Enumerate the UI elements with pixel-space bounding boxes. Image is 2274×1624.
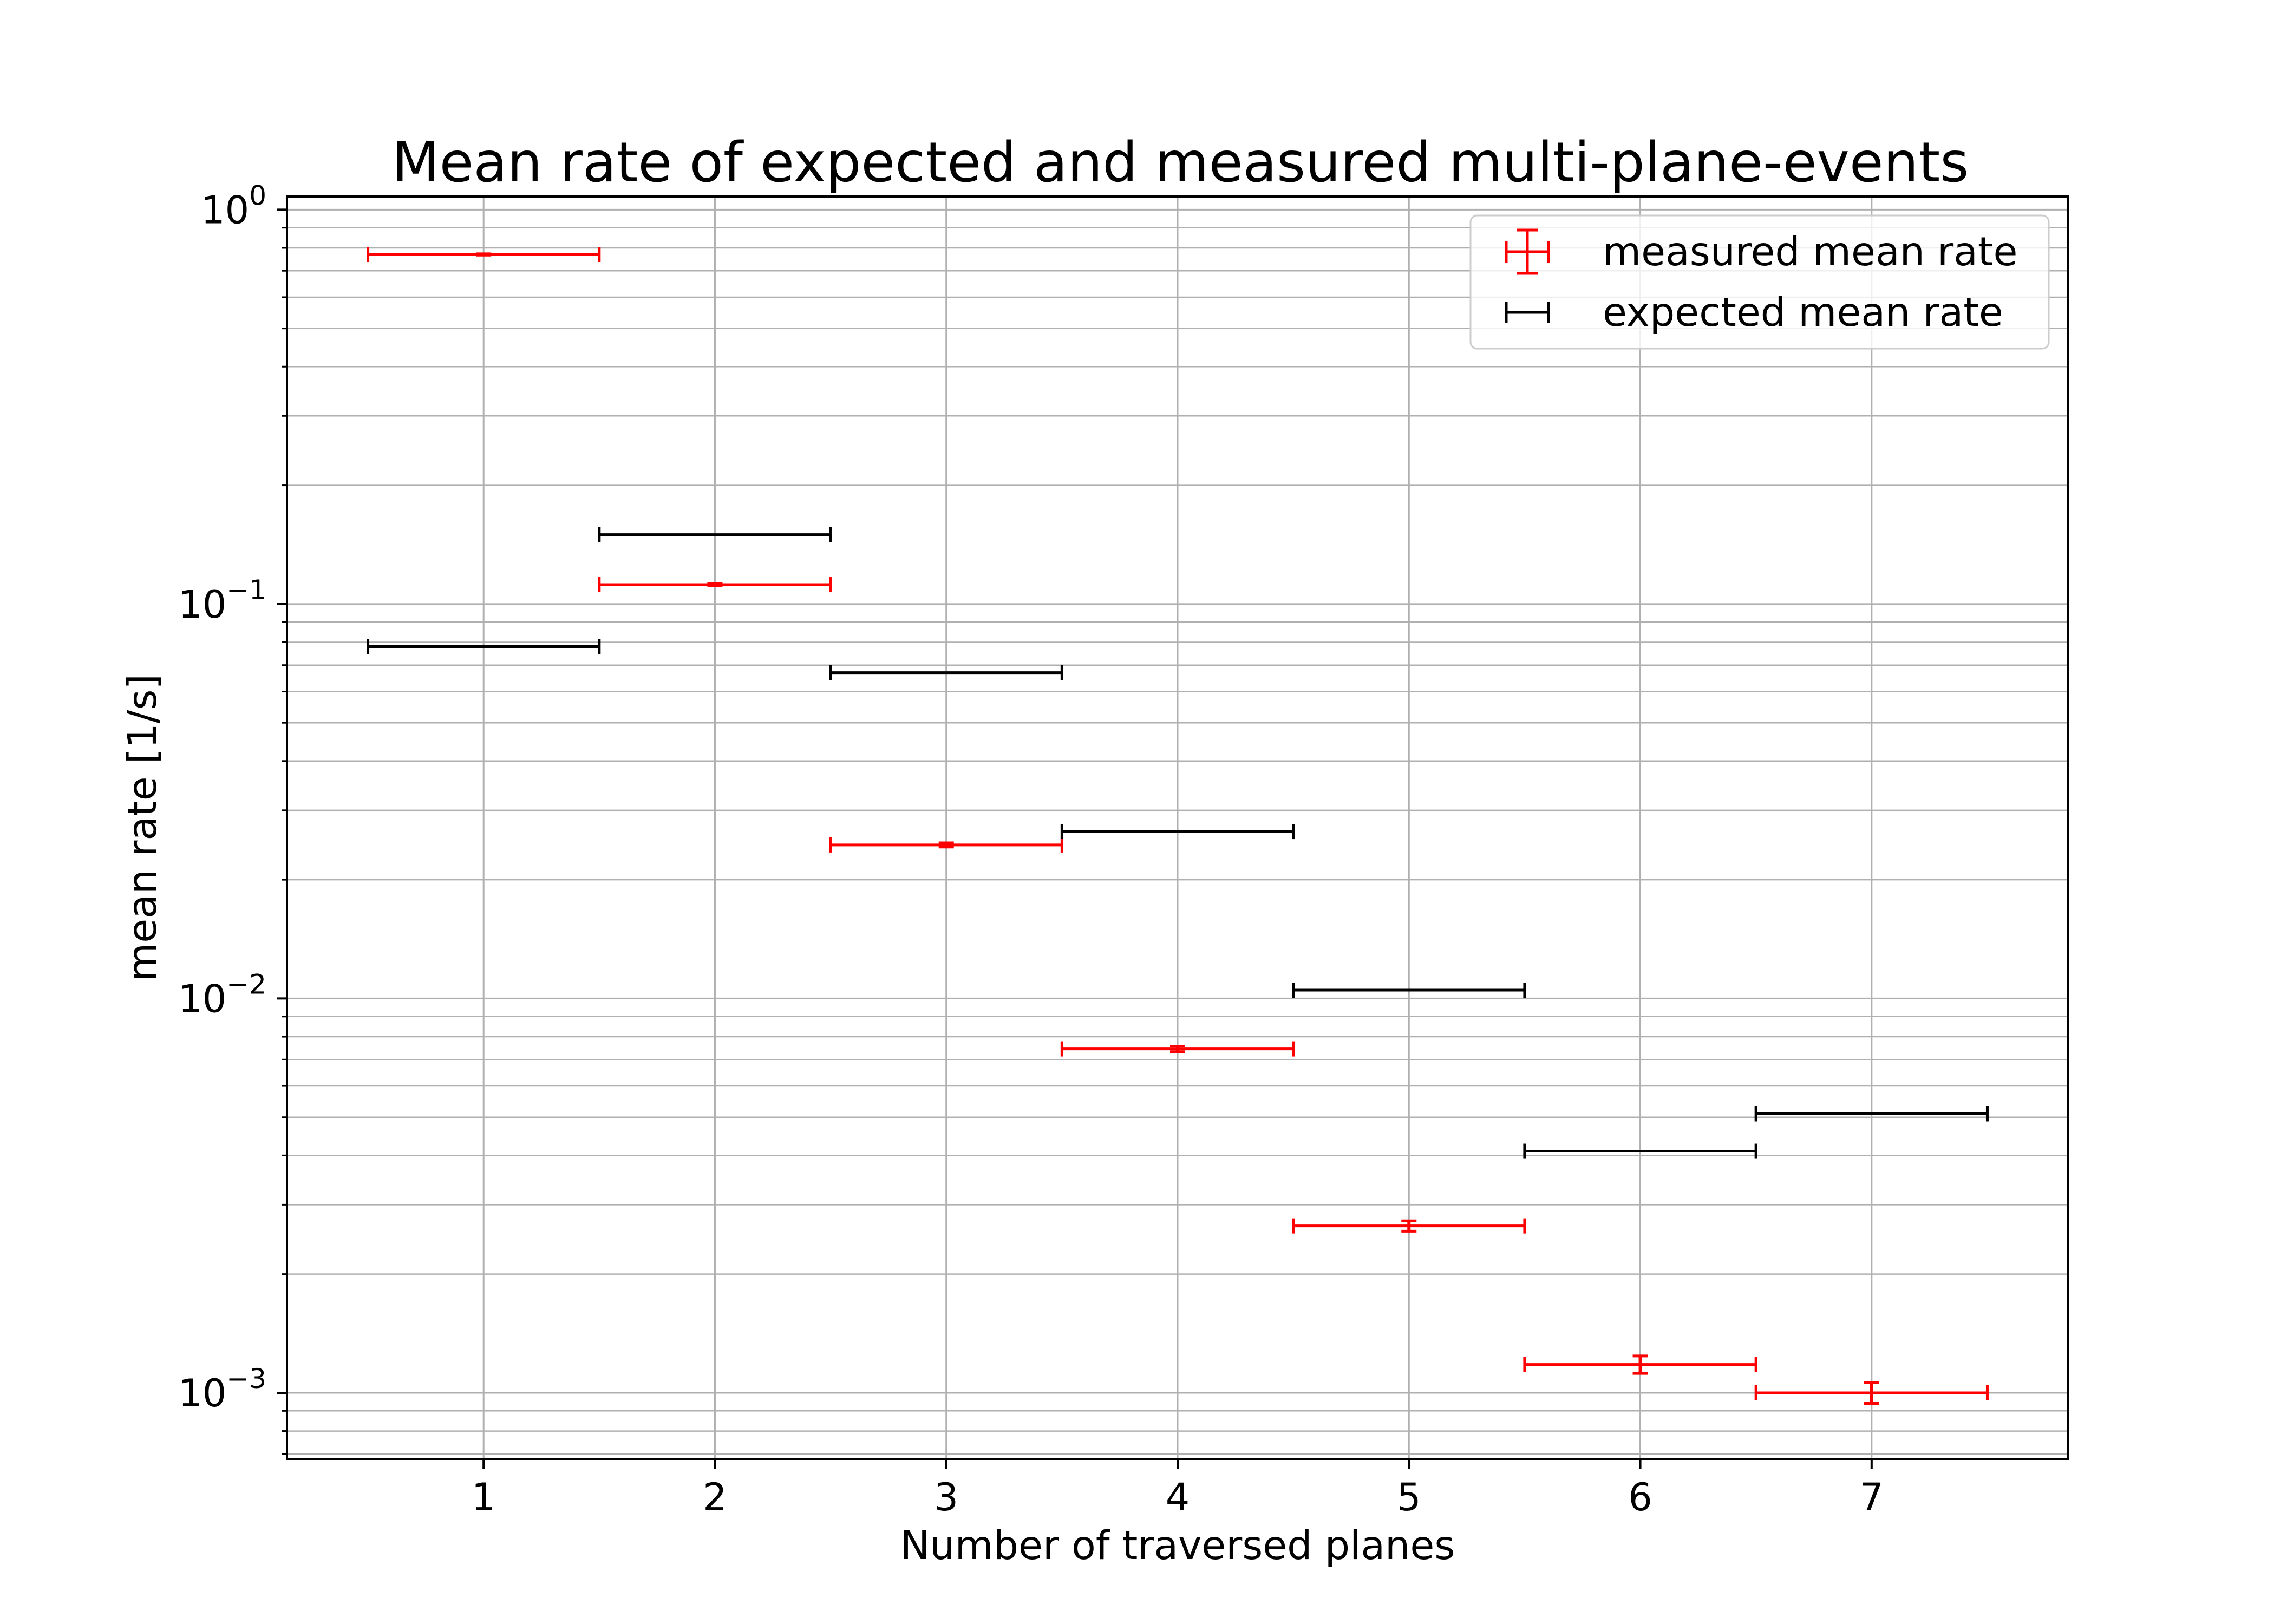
x-axis: 1 2 3 4 5 6 7: [472, 1459, 1884, 1520]
data-point: [367, 247, 601, 263]
x-tick-label: 6: [1628, 1475, 1652, 1520]
data-point: [1292, 982, 1526, 998]
series-layer: [367, 247, 1989, 1405]
data-point: [598, 577, 832, 593]
y-axis: 100 10−1 10−2 10−3: [178, 180, 287, 1455]
y-tick-label: 10−1: [178, 574, 266, 627]
data-point: [829, 837, 1063, 853]
y-tick-label: 10−3: [178, 1363, 266, 1416]
x-axis-label: Number of traversed planes: [900, 1523, 1455, 1569]
data-point: [1292, 1218, 1526, 1234]
series-expected: [367, 527, 1989, 1159]
legend-expected-label: expected mean rate: [1603, 290, 2003, 336]
chart-title: Mean rate of expected and measured multi…: [392, 130, 1969, 195]
y-axis-label: mean rate [1/s]: [120, 674, 166, 981]
y-tick-label: 100: [201, 180, 266, 232]
data-point: [829, 665, 1063, 680]
data-point: [1523, 1143, 1757, 1159]
series-measured: [367, 247, 1989, 1405]
data-point: [1060, 824, 1295, 840]
grid: [287, 197, 2068, 1459]
legend-measured-label: measured mean rate: [1603, 229, 2017, 275]
data-point: [1523, 1354, 1757, 1375]
data-point: [367, 639, 601, 654]
x-tick-label: 5: [1397, 1475, 1421, 1520]
x-tick-label: 1: [472, 1475, 496, 1520]
data-point: [1754, 1106, 1989, 1122]
data-point: [1754, 1381, 1989, 1405]
data-point: [598, 527, 832, 542]
x-tick-label: 3: [934, 1475, 958, 1520]
legend-expected-marker: [1505, 302, 1550, 323]
x-tick-label: 2: [703, 1475, 727, 1520]
x-tick-label: 4: [1166, 1475, 1190, 1520]
x-tick-label: 7: [1860, 1475, 1884, 1520]
legend: measured mean rate expected mean rate: [1469, 214, 2050, 350]
legend-measured-marker: [1505, 228, 1550, 275]
y-tick-label: 10−2: [178, 968, 266, 1021]
data-point: [1060, 1041, 1295, 1057]
legend-box: [1469, 214, 2050, 350]
